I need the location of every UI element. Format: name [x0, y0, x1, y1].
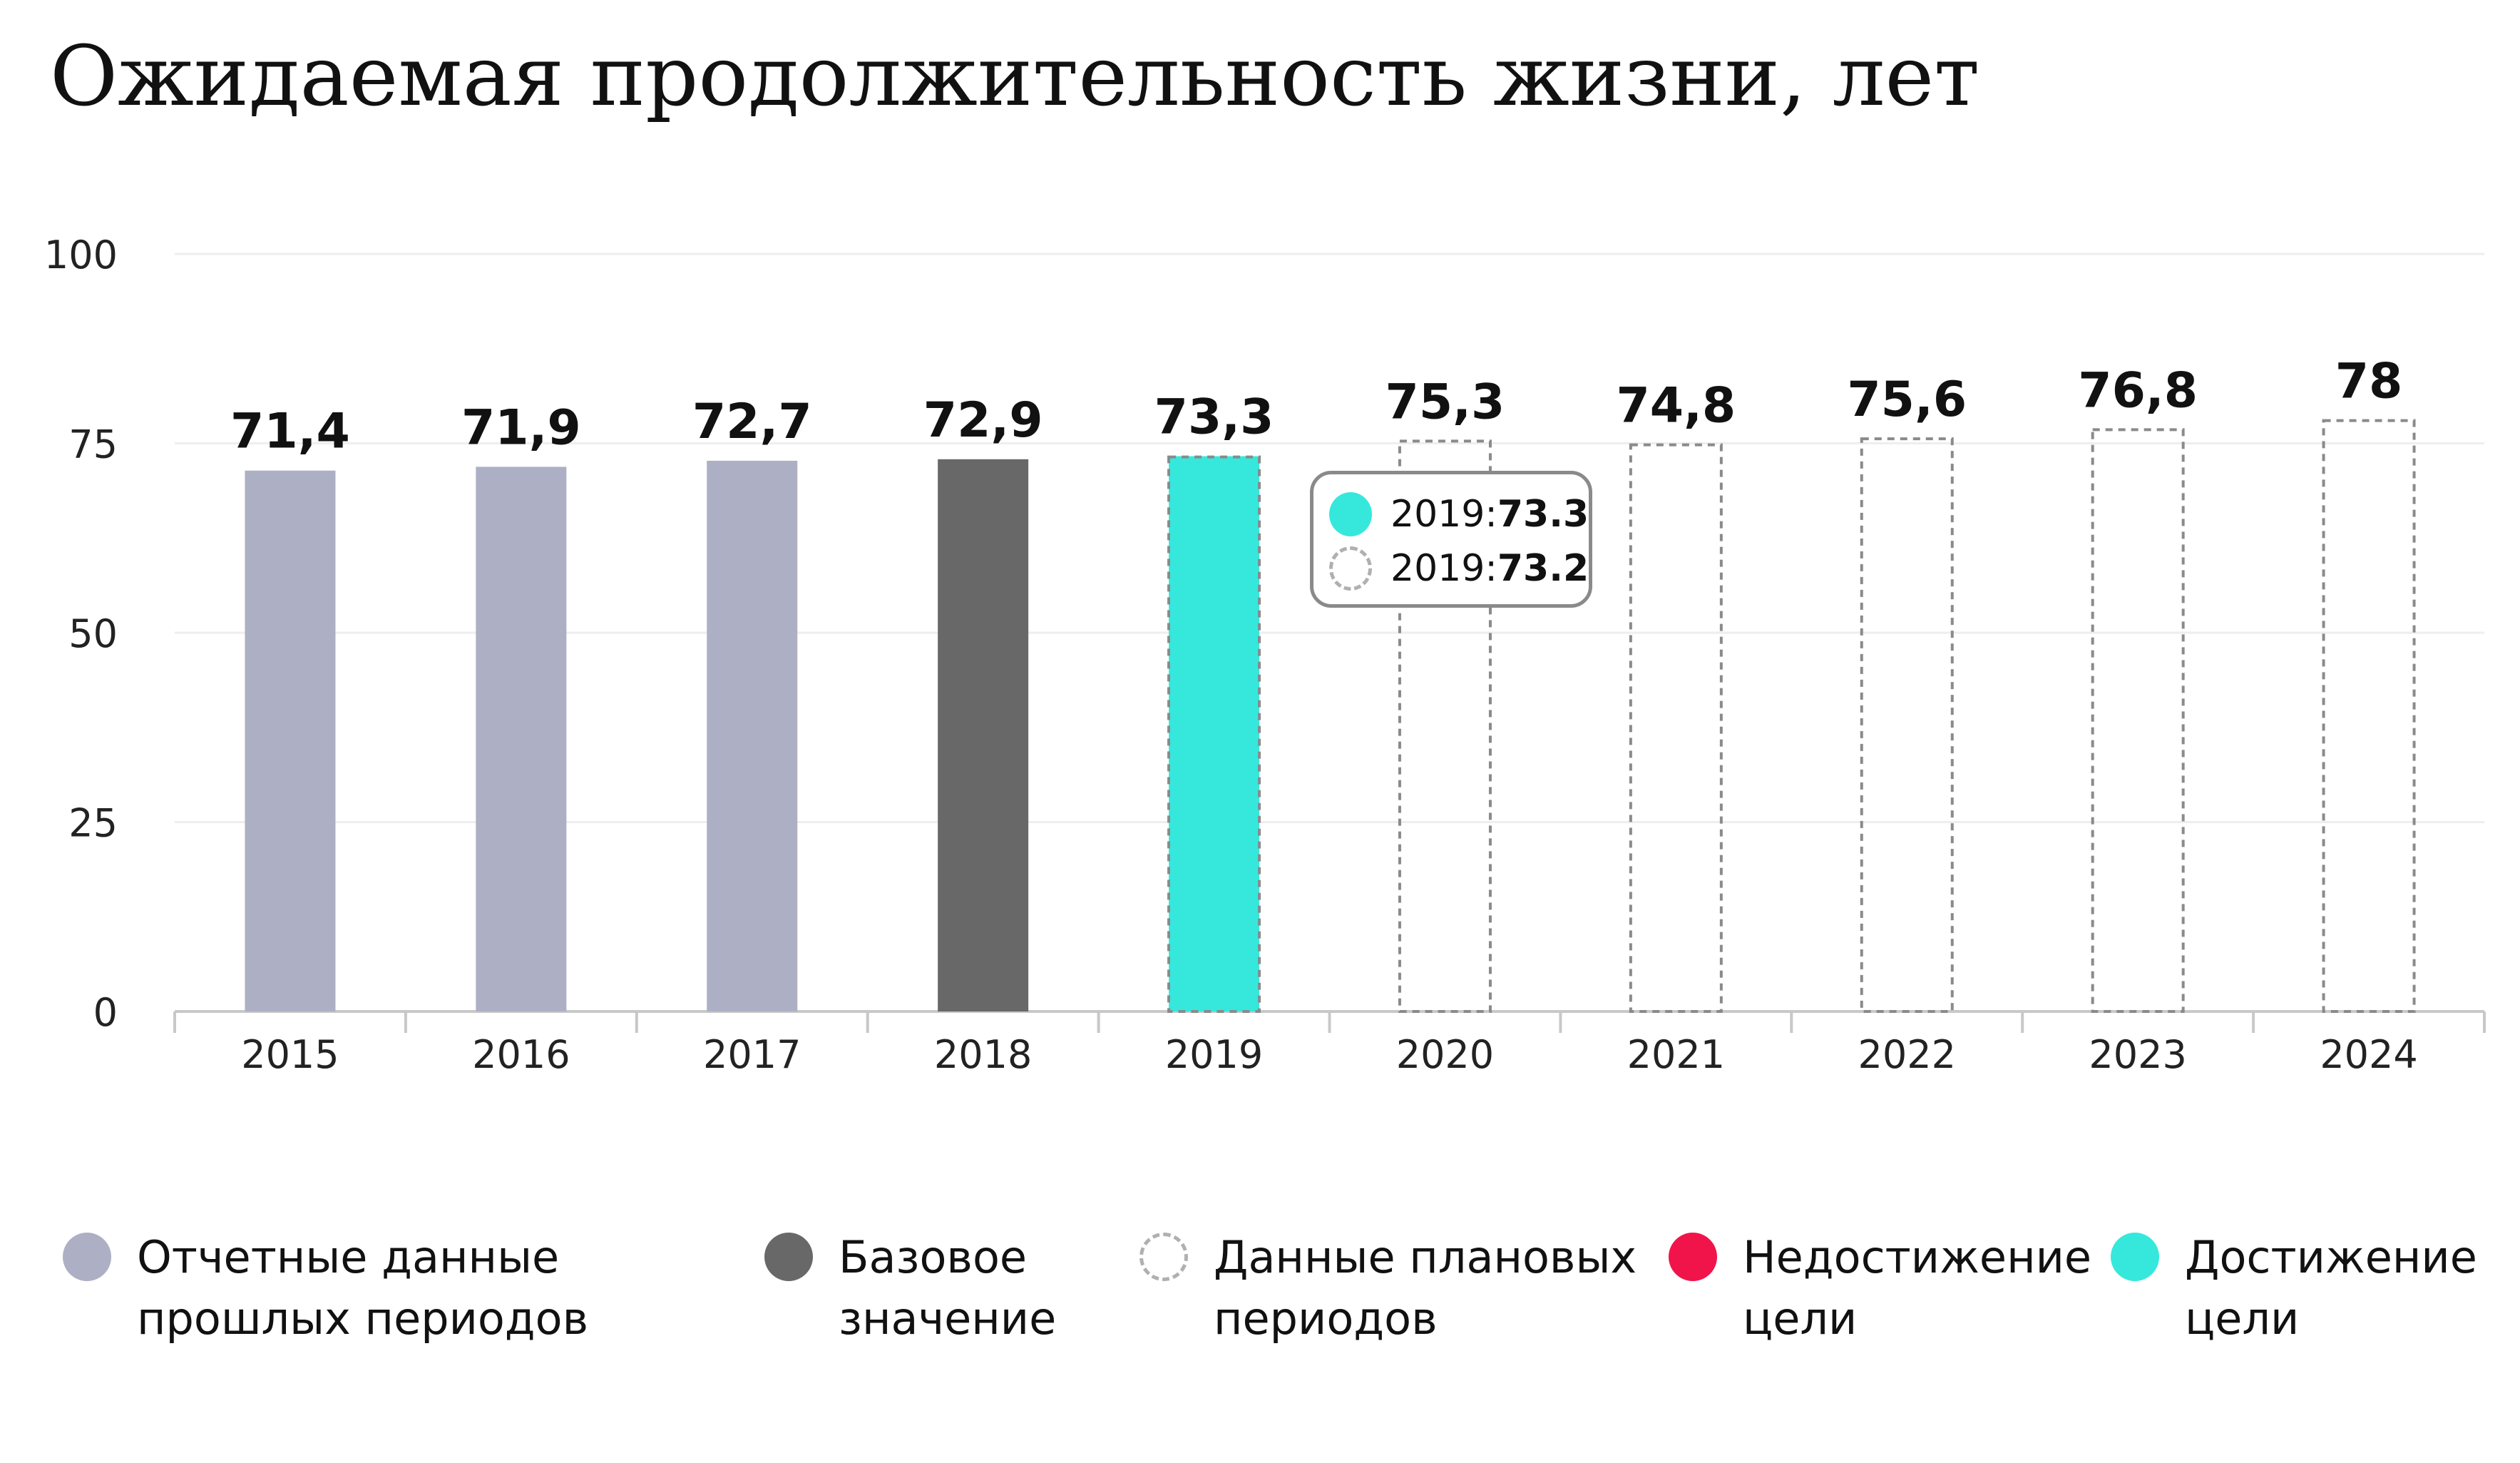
value-label: 71,9 [461, 399, 581, 456]
bar-2020 [1398, 439, 1492, 1013]
legend-item-plan[interactable]: Данные плановых периодов [1139, 1227, 1656, 1350]
achieved-circle-icon [1329, 492, 1372, 536]
bar-2016 [476, 467, 567, 1011]
x-tick-label: 2024 [2320, 1032, 2417, 1077]
achieved-circle-icon [2111, 1233, 2159, 1281]
bar-2024 [2322, 419, 2416, 1013]
x-tick-label: 2021 [1627, 1032, 1725, 1077]
bar-2021 [1629, 443, 1723, 1013]
plan-circle-icon [1329, 546, 1372, 591]
bar-2018 [938, 459, 1029, 1011]
x-tick-label: 2022 [1858, 1032, 1956, 1077]
legend-item-not-achieved[interactable]: Недостижение цели [1669, 1227, 2099, 1350]
plan-outline-2019 [1167, 455, 1261, 1013]
tooltip-value: 73.3 [1497, 493, 1589, 536]
value-label: 74,8 [1616, 378, 1736, 434]
value-label: 75,6 [1847, 372, 1967, 428]
plan-circle-icon [1139, 1233, 1188, 1281]
y-tick-label: 25 [68, 801, 118, 846]
legend-label: Отчетные данные прошлых периодов [137, 1231, 589, 1345]
x-tick-label: 2020 [1396, 1032, 1494, 1077]
tooltip: 2019: 73.3 2019: 73.2 [1310, 471, 1592, 608]
value-label: 72,7 [692, 394, 812, 450]
x-tick-label: 2023 [2089, 1032, 2186, 1077]
y-tick-label: 50 [68, 611, 118, 656]
bar-2023 [2091, 428, 2185, 1013]
value-label: 72,9 [923, 392, 1043, 449]
x-tick-label: 2017 [703, 1032, 801, 1077]
x-tick-label: 2016 [472, 1032, 570, 1077]
bar-2022 [1860, 437, 1954, 1013]
x-tick-label: 2015 [241, 1032, 339, 1077]
y-tick-label: 100 [44, 233, 118, 277]
value-label: 76,8 [2078, 362, 2198, 419]
legend-item-base[interactable]: Базовое значение [764, 1227, 1074, 1350]
x-tick-label: 2018 [934, 1032, 1032, 1077]
value-label: 78 [2335, 354, 2403, 410]
chart-title: Ожидаемая продолжительность жизни, лет [50, 29, 1980, 125]
tooltip-value: 73.2 [1497, 547, 1589, 590]
legend-label: Достижение цели [2185, 1231, 2477, 1345]
base-circle-icon [764, 1233, 813, 1281]
bar-2015 [245, 470, 336, 1011]
tooltip-year: 2019: [1390, 493, 1497, 536]
bar-2019 [1169, 456, 1260, 1011]
tooltip-year: 2019: [1390, 547, 1497, 590]
legend-item-achieved[interactable]: Достижение цели [2111, 1227, 2499, 1350]
legend-label: Недостижение цели [1743, 1231, 2092, 1345]
x-tick-label: 2019 [1165, 1032, 1263, 1077]
tooltip-row-plan: 2019: 73.2 [1329, 541, 1589, 596]
legend-label: Базовое значение [839, 1231, 1057, 1345]
tooltip-row-achieved: 2019: 73.3 [1329, 487, 1589, 541]
legend-item-past[interactable]: Отчетные данные прошлых периодов [63, 1227, 622, 1350]
legend-label: Данные плановых периодов [1214, 1231, 1637, 1345]
not-achieved-circle-icon [1669, 1233, 1717, 1281]
y-tick-label: 75 [68, 422, 118, 467]
y-tick-label: 0 [93, 990, 118, 1035]
past-circle-icon [63, 1233, 111, 1281]
value-label: 73,3 [1154, 389, 1274, 446]
value-label: 71,4 [230, 404, 350, 460]
bar-2017 [707, 460, 798, 1011]
value-label: 75,3 [1386, 374, 1505, 430]
